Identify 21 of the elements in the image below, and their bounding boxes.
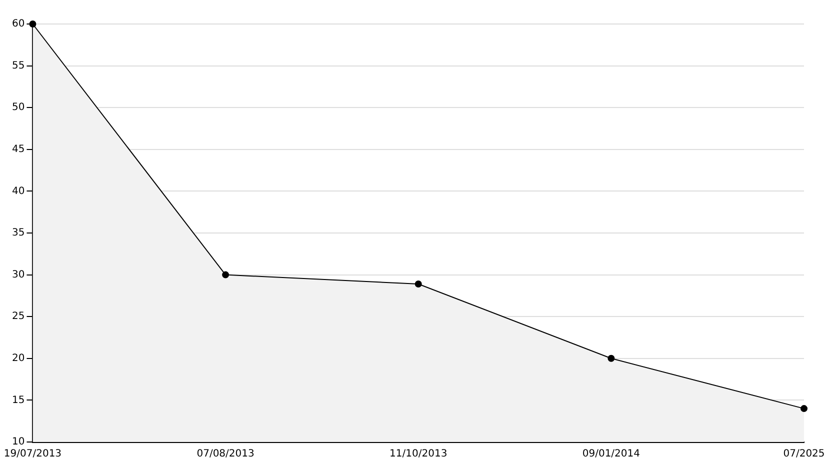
y-tick-label: 25 (12, 311, 25, 322)
point (29, 20, 36, 28)
point (222, 271, 230, 278)
x-tick-label: 19/07/2013 (4, 448, 62, 460)
point (800, 405, 808, 412)
x-tick-label: 11/10/2013 (390, 448, 448, 460)
y-tick-label: 35 (12, 228, 25, 239)
y-tick-label: 30 (12, 269, 25, 280)
y-tick-label: 15 (12, 394, 25, 406)
point (414, 280, 422, 288)
y-tick-label: 40 (12, 186, 25, 197)
x-tick-label: 09/01/2014 (582, 448, 640, 460)
x-tick-label: 07/08/2013 (196, 448, 254, 460)
x-tick-label: 07/2025 (783, 448, 825, 460)
point (608, 354, 615, 362)
y-tick-label: 20 (12, 352, 25, 364)
y-tick-label: 10 (12, 436, 25, 448)
y-tick-label: 55 (12, 60, 25, 72)
y-tick-label: 45 (12, 144, 25, 155)
y-tick-label: 60 (12, 18, 25, 30)
y-tick-label: 50 (12, 102, 25, 114)
